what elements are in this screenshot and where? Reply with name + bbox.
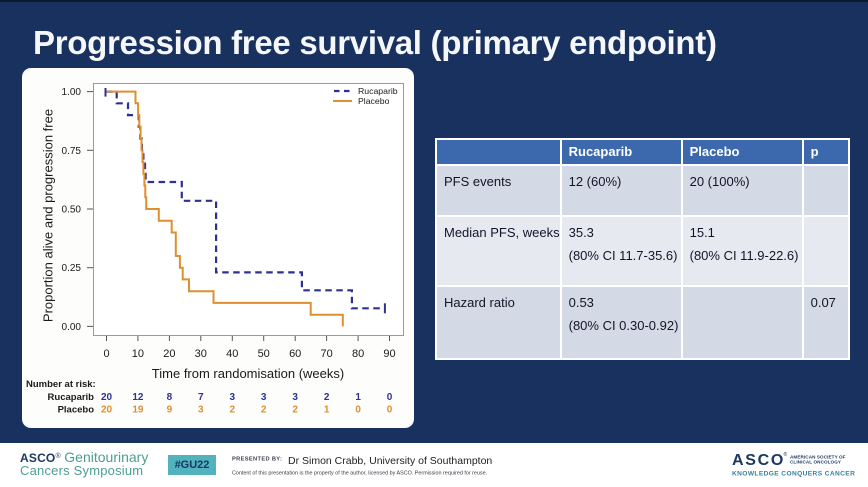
svg-text:3: 3 <box>198 405 204 416</box>
svg-text:80: 80 <box>352 348 364 360</box>
svg-text:Placebo: Placebo <box>58 405 95 416</box>
svg-text:1.00: 1.00 <box>62 87 82 98</box>
svg-text:2: 2 <box>292 405 298 416</box>
svg-text:0.25: 0.25 <box>62 263 82 274</box>
svg-text:10: 10 <box>132 348 144 360</box>
svg-text:0: 0 <box>387 405 393 416</box>
svg-text:Proportion alive and progressi: Proportion alive and progression free <box>41 109 56 322</box>
svg-text:0: 0 <box>387 392 393 403</box>
svg-text:50: 50 <box>258 348 270 360</box>
svg-text:7: 7 <box>198 392 204 403</box>
svg-text:70: 70 <box>320 348 332 360</box>
svg-text:60: 60 <box>289 348 301 360</box>
svg-text:3: 3 <box>292 392 298 403</box>
svg-text:0: 0 <box>355 405 361 416</box>
svg-text:12: 12 <box>132 392 144 403</box>
svg-text:2: 2 <box>261 405 267 416</box>
svg-text:0.75: 0.75 <box>62 146 82 157</box>
svg-text:30: 30 <box>195 348 207 360</box>
svg-text:1: 1 <box>324 405 330 416</box>
svg-text:0.00: 0.00 <box>62 322 82 333</box>
svg-text:40: 40 <box>226 348 238 360</box>
svg-text:0: 0 <box>103 348 109 360</box>
svg-text:9: 9 <box>167 405 173 416</box>
svg-text:Number at risk:: Number at risk: <box>26 379 96 390</box>
svg-text:2: 2 <box>230 405 236 416</box>
svg-text:1: 1 <box>355 392 361 403</box>
svg-text:Time from randomisation (weeks: Time from randomisation (weeks) <box>152 366 344 381</box>
svg-text:0.50: 0.50 <box>62 205 82 216</box>
svg-text:3: 3 <box>230 392 236 403</box>
svg-text:19: 19 <box>132 405 144 416</box>
svg-text:20: 20 <box>101 405 113 416</box>
svg-text:8: 8 <box>167 392 173 403</box>
svg-text:Placebo: Placebo <box>358 96 390 106</box>
svg-text:Rucaparib: Rucaparib <box>48 392 95 403</box>
svg-text:Rucaparib: Rucaparib <box>358 86 398 96</box>
svg-text:90: 90 <box>383 348 395 360</box>
svg-text:20: 20 <box>101 392 113 403</box>
svg-text:3: 3 <box>261 392 267 403</box>
svg-text:20: 20 <box>163 348 175 360</box>
svg-text:2: 2 <box>324 392 330 403</box>
